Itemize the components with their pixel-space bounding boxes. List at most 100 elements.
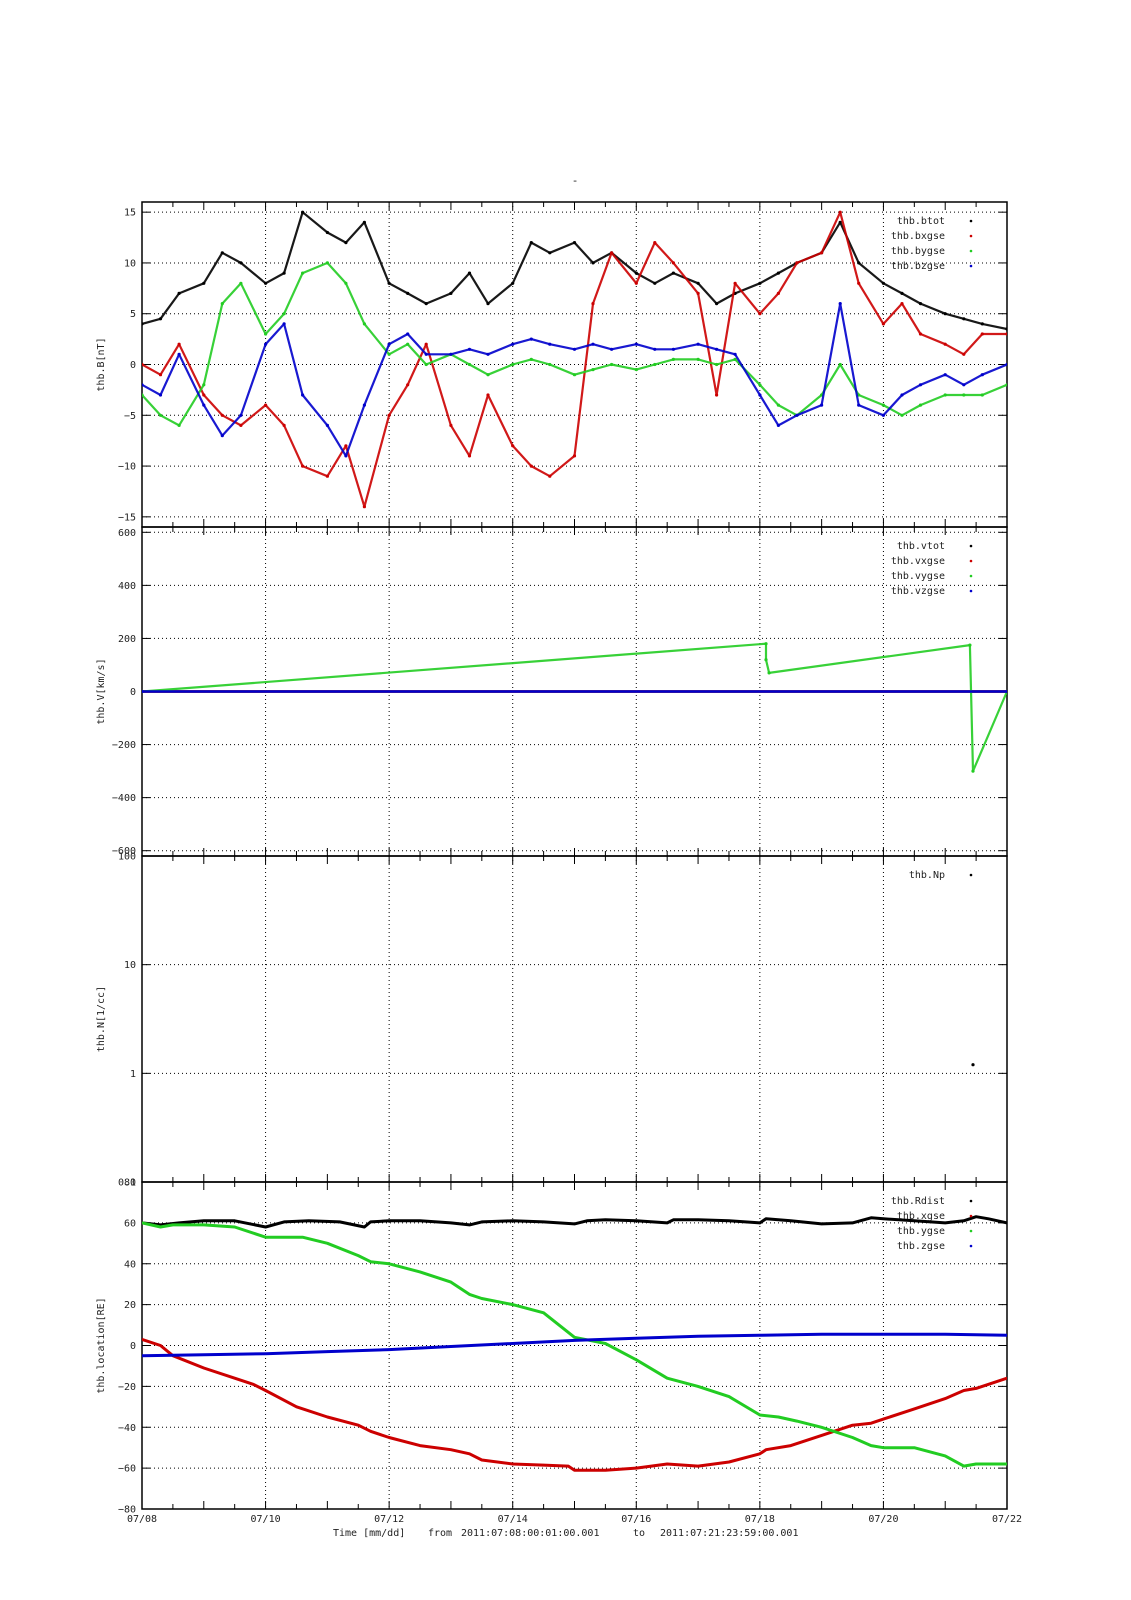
data-point [264,403,268,407]
legend: thb.Rdist thb.xgse thb.ygse thb.zgse [891,1196,973,1252]
data-point [325,474,329,478]
data-point [634,342,638,346]
data-point [572,373,577,377]
data-point [357,1254,360,1257]
data-point [264,342,268,346]
data-point [220,251,224,255]
y-tick-label: 80 [124,1178,136,1189]
data-point [944,1221,947,1225]
data-point [202,393,206,397]
data-point [869,1444,873,1447]
y-tick-label: 5 [130,309,136,320]
data-point [573,1336,576,1339]
data-point [387,281,391,285]
series-thb.vzgse [142,689,1007,694]
data-point [202,281,206,285]
data-point [486,393,490,397]
data-point [220,302,224,306]
y-axis-label: thb.V[km/s] [96,658,107,724]
data-point [362,403,366,407]
data-point [881,281,886,285]
data-point [882,1217,885,1221]
data-point [913,1219,916,1223]
data-point [142,1354,144,1357]
data-point [220,434,224,438]
legend-label: thb.vzgse [891,586,945,597]
data-point [795,261,799,265]
data-point [572,241,577,245]
data-point [511,362,515,367]
data-point [727,1460,731,1464]
data-point [387,342,391,346]
data-point [900,413,904,417]
data-point [177,352,181,356]
data-point [529,464,533,468]
data-point [142,393,144,397]
y-axis-label: thb.N[1/cc] [96,986,107,1052]
data-point [696,357,700,361]
data-point [733,357,737,361]
legend-label: thb.Np [909,870,945,881]
data-point [1005,1462,1007,1466]
data-point [406,342,410,346]
data-point [202,1223,205,1227]
data-point [326,1350,329,1353]
plot-area [142,210,1007,509]
y-tick-label: 100 [118,852,136,863]
series-line [142,1337,1007,1472]
data-point [511,281,515,285]
data-point [301,1236,304,1239]
data-point [282,423,286,427]
data-point [282,1236,286,1239]
data-point [239,423,243,427]
legend-label: thb.xgse [897,1211,945,1222]
data-point [548,474,552,478]
y-axis-label: thb.B[nT] [96,337,107,391]
data-point [696,1335,700,1338]
data-point [1005,689,1007,694]
data-point [764,642,768,646]
data-point [851,1221,854,1225]
data-point [795,1419,799,1423]
y-tick-label: −20 [118,1382,136,1393]
data-point [362,220,366,224]
data-point [357,1424,360,1427]
data-point [486,302,490,306]
data-point [233,1377,236,1380]
data-point [671,357,676,361]
data-point [653,362,657,367]
footer-to-value: 2011:07:21:23:59:00.001 [660,1528,798,1539]
data-point [387,1348,391,1351]
data-point [987,1217,990,1221]
y-tick-label: −40 [118,1423,136,1434]
data-point [338,1220,341,1224]
panel-1: −15 −10 −5 0 5 10 15 thb.B[nT] thb.btot thb.bxgse… [96,201,1008,528]
legend-label: thb.vtot [897,541,945,552]
data-point [767,671,771,675]
data-point [177,423,181,427]
panel-3: 0.1 1 10 100 thb.N[1/cc] thb.Np [96,852,1008,1189]
data-point [962,393,966,397]
x-tick-label: 07/10 [251,1514,281,1525]
data-point [239,281,243,285]
data-point [733,352,737,356]
data-point [301,393,305,397]
data-point [635,1219,638,1223]
data-point [1005,1377,1007,1380]
y-axis-label: thb.location[RE] [96,1297,107,1393]
data-point [486,373,490,377]
y-tick-label: −5 [124,411,136,422]
data-point [548,342,552,346]
data-point [758,1413,762,1417]
data-point [424,302,428,306]
y-tick-label: 15 [124,208,136,219]
data-point [944,1397,947,1400]
data-point [820,251,824,255]
series-thb.btot [142,210,1007,331]
data-point [387,352,391,356]
data-point [239,413,243,417]
data-point [971,1063,975,1067]
data-point [480,1458,483,1462]
data-point [869,1216,873,1220]
legend-marker [969,249,973,253]
